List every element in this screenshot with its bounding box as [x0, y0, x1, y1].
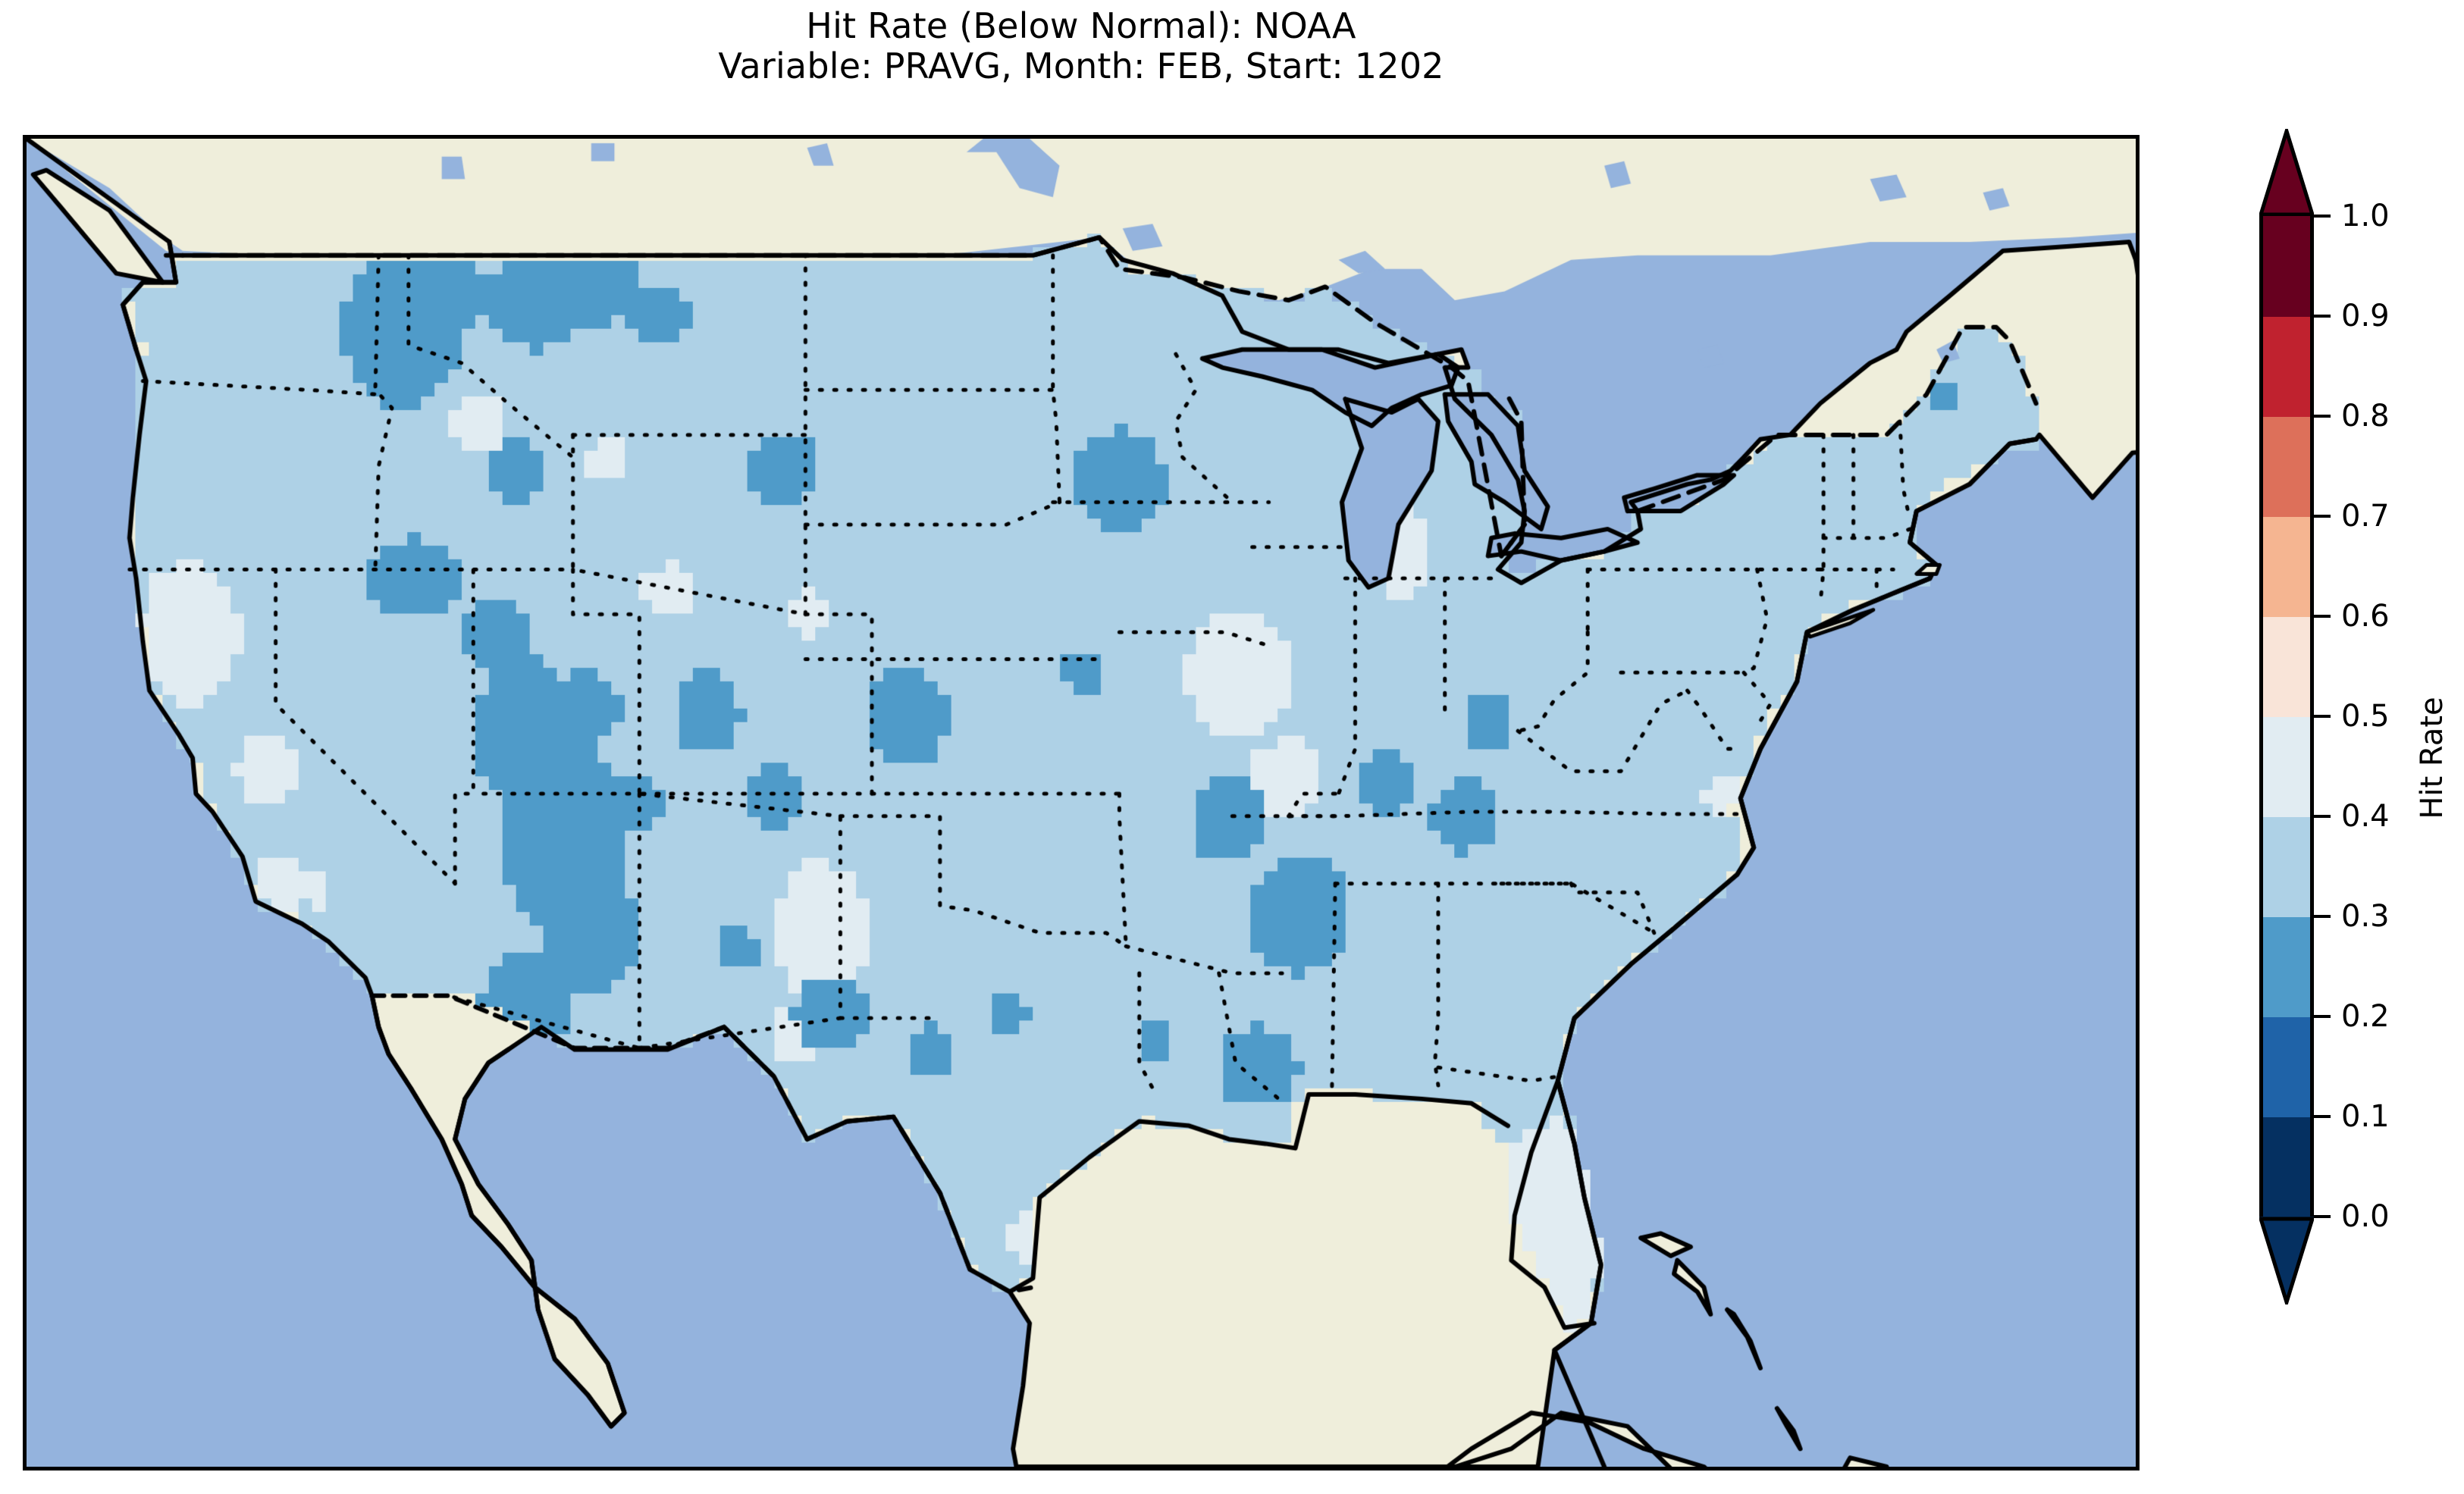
- colorbar-tick: [2314, 515, 2331, 518]
- colorbar-segment: [2259, 316, 2314, 417]
- colorbar-tick: [2314, 1015, 2331, 1018]
- colorbar-tick-label: 0.8: [2341, 399, 2390, 434]
- colorbar-tick: [2314, 215, 2331, 218]
- colorbar-tick-label: 0.1: [2341, 1099, 2390, 1134]
- colorbar-segment: [2259, 816, 2314, 917]
- colorbar-tick: [2314, 615, 2331, 618]
- colorbar-tick-label: 0.0: [2341, 1199, 2390, 1234]
- title-line-1: Hit Rate (Below Normal): NOAA: [806, 5, 1356, 46]
- colorbar-axis-label: Hit Rate: [2415, 697, 2450, 819]
- colorbar-segment: [2259, 916, 2314, 1017]
- colorbar-tick-label: 0.9: [2341, 299, 2390, 334]
- chart-title-block: Hit Rate (Below Normal): NOAA Variable: …: [0, 5, 2162, 87]
- title-line-2: Variable: PRAVG, Month: FEB, Start: 1202: [718, 45, 1444, 87]
- colorbar-tick-label: 0.2: [2341, 999, 2390, 1034]
- colorbar-under-arrow: [2258, 1217, 2315, 1309]
- colorbar-segment: [2259, 516, 2314, 617]
- colorbar-tick: [2314, 415, 2331, 418]
- colorbar-segment: [2259, 716, 2314, 817]
- colorbar-tick: [2314, 315, 2331, 318]
- colorbar-segments: [2259, 216, 2314, 1217]
- colorbar-tick: [2314, 1215, 2331, 1218]
- colorbar-segment: [2259, 616, 2314, 717]
- colorbar-tick: [2314, 815, 2331, 818]
- colorbar-tick: [2314, 1115, 2331, 1118]
- colorbar-segment: [2259, 1016, 2314, 1117]
- colorbar-segment: [2259, 416, 2314, 517]
- colorbar-tick-label: 0.4: [2341, 799, 2390, 834]
- colorbar-segment: [2259, 1117, 2314, 1217]
- colorbar: 0.0 0.1 0.2 0.3 0.4 0.5 0.6 0.7 0.8 0.9 1.0 Hit Ra…: [2258, 124, 2464, 1387]
- colorbar-tick-label: 0.6: [2341, 599, 2390, 634]
- colorbar-tick: [2314, 715, 2331, 718]
- colorbar-segment: [2259, 216, 2314, 317]
- colorbar-tick: [2314, 915, 2331, 918]
- hit-rate-map-canvas: [27, 139, 2136, 1467]
- colorbar-tick-label: 1.0: [2341, 199, 2390, 233]
- colorbar-tick-label: 0.3: [2341, 899, 2390, 934]
- colorbar-tick-label: 0.7: [2341, 499, 2390, 534]
- colorbar-over-arrow: [2258, 124, 2315, 217]
- map-frame: [23, 135, 2140, 1471]
- colorbar-tick-label: 0.5: [2341, 699, 2390, 734]
